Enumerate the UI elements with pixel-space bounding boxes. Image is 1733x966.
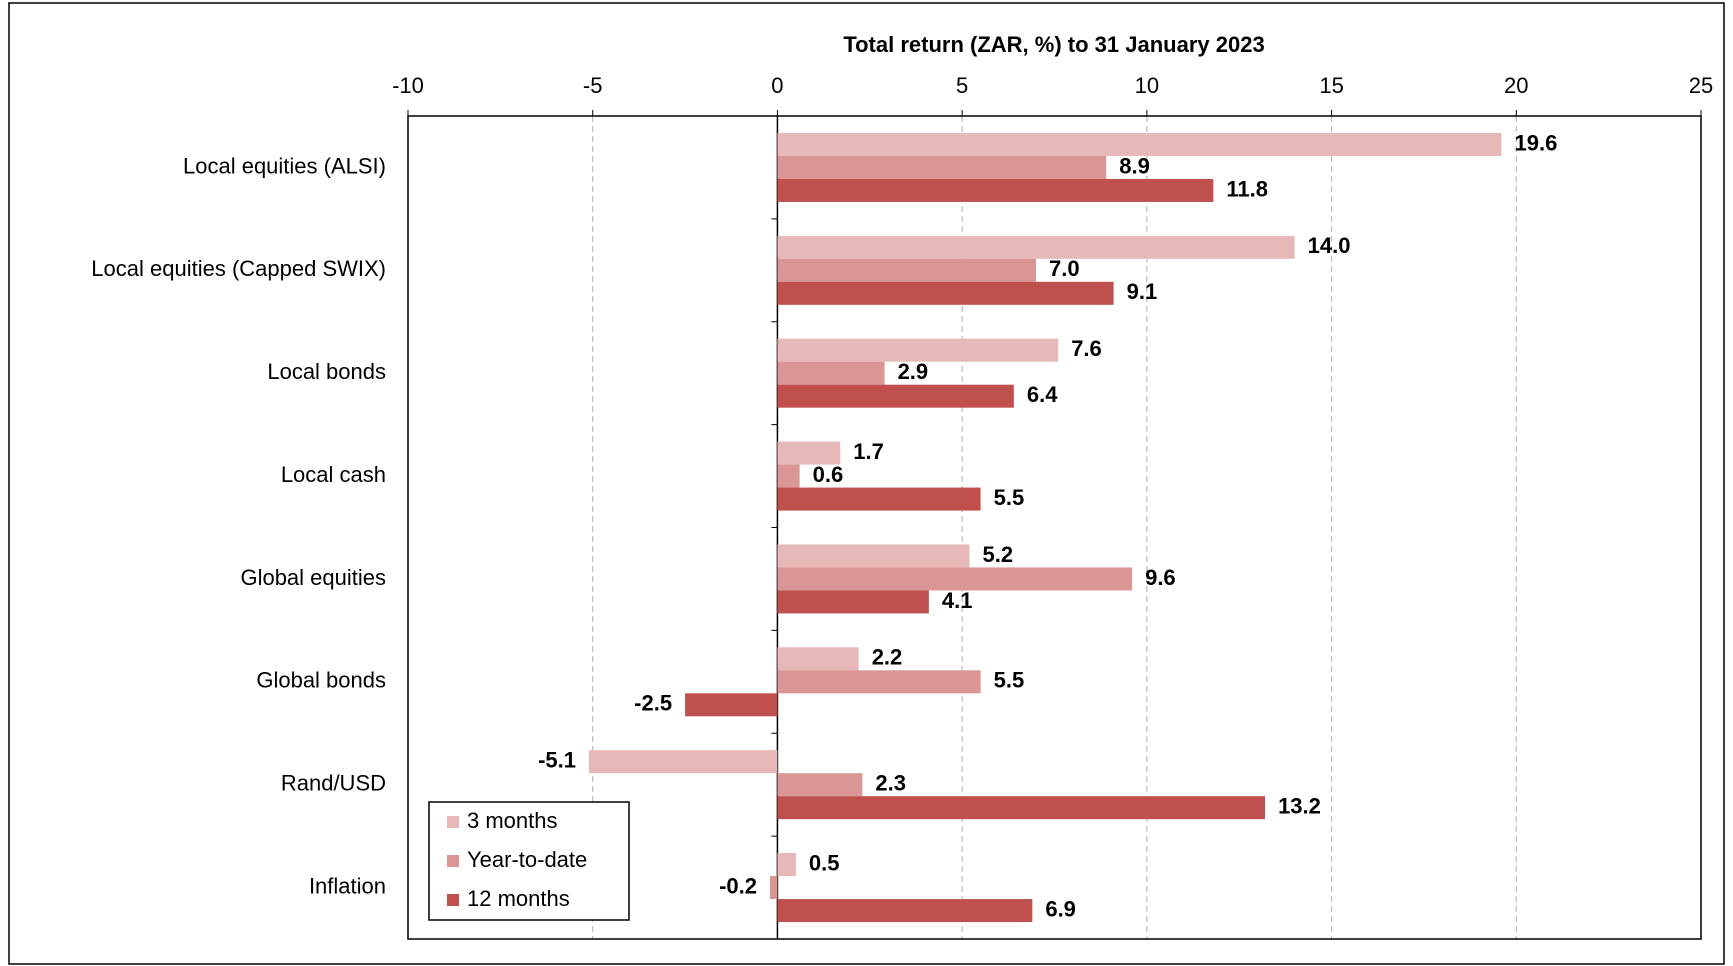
x-tick-label: 10 (1135, 73, 1159, 98)
legend-swatch (447, 816, 459, 828)
bar (777, 235, 1295, 259)
y-tick-label: Local bonds (267, 359, 386, 384)
bar (777, 773, 863, 797)
value-label: 1.7 (853, 439, 884, 464)
bar (777, 258, 1037, 282)
bar (589, 750, 778, 774)
y-tick-label: Global bonds (256, 668, 386, 693)
x-tick-label: 20 (1504, 73, 1528, 98)
legend-label: 3 months (467, 808, 558, 833)
value-label: 2.9 (898, 359, 929, 384)
bar (777, 647, 859, 671)
bar (777, 384, 1014, 408)
value-label: 5.5 (994, 485, 1025, 510)
legend: 3 months Year-to-date 12 months (428, 801, 630, 921)
value-label: 2.2 (872, 645, 903, 670)
bar (777, 441, 841, 465)
legend-swatch (447, 894, 459, 906)
value-label: 0.5 (809, 850, 840, 875)
value-label: 2.3 (875, 771, 906, 796)
value-label: 7.6 (1071, 336, 1102, 361)
bar (777, 853, 796, 877)
value-label: 19.6 (1515, 130, 1558, 155)
x-tick-label: 0 (771, 73, 783, 98)
bar (777, 132, 1502, 156)
legend-swatch (447, 855, 459, 867)
value-label: 9.1 (1127, 279, 1158, 304)
y-tick-label: Local cash (281, 462, 386, 487)
y-tick-label: Local equities (ALSI) (183, 153, 386, 178)
bar (777, 567, 1133, 591)
bar (777, 464, 800, 488)
x-tick-label: 15 (1319, 73, 1343, 98)
legend-label: 12 months (467, 886, 570, 911)
bar (685, 693, 778, 717)
plot-area (407, 115, 1702, 940)
bar (777, 899, 1033, 923)
bar (777, 487, 981, 511)
bar (777, 155, 1107, 179)
bar (777, 281, 1114, 305)
value-label: 6.9 (1045, 896, 1076, 921)
value-label: 13.2 (1278, 794, 1321, 819)
chart-title: Total return (ZAR, %) to 31 January 2023 (843, 32, 1264, 57)
bar (777, 796, 1266, 820)
value-label: 5.5 (994, 668, 1025, 693)
value-label: 11.8 (1226, 176, 1268, 201)
value-label: 8.9 (1119, 153, 1150, 178)
x-tick-label: -10 (392, 73, 424, 98)
bar (777, 670, 981, 694)
value-label: 9.6 (1145, 565, 1176, 590)
value-label: 6.4 (1027, 382, 1058, 407)
bar (777, 544, 970, 568)
value-label: 5.2 (983, 542, 1014, 567)
bar (777, 338, 1059, 362)
y-tick-label: Global equities (240, 565, 386, 590)
value-label: 4.1 (942, 588, 973, 613)
y-tick-label: Rand/USD (281, 771, 386, 796)
y-tick-label: Local equities (Capped SWIX) (91, 256, 386, 281)
bar (777, 178, 1214, 202)
value-label: 14.0 (1308, 233, 1351, 258)
value-label: -5.1 (538, 748, 576, 773)
x-tick-label: 5 (956, 73, 968, 98)
x-tick-label: 25 (1689, 73, 1713, 98)
x-tick-label: -5 (583, 73, 603, 98)
bar (770, 876, 778, 900)
value-label: -0.2 (719, 873, 757, 898)
bar (777, 590, 929, 614)
value-label: 7.0 (1049, 256, 1080, 281)
bar (777, 361, 885, 385)
legend-label: Year-to-date (467, 847, 587, 872)
value-label: 0.6 (813, 462, 844, 487)
value-label: -2.5 (634, 691, 672, 716)
legend-box (428, 801, 630, 921)
y-tick-label: Inflation (309, 873, 386, 898)
